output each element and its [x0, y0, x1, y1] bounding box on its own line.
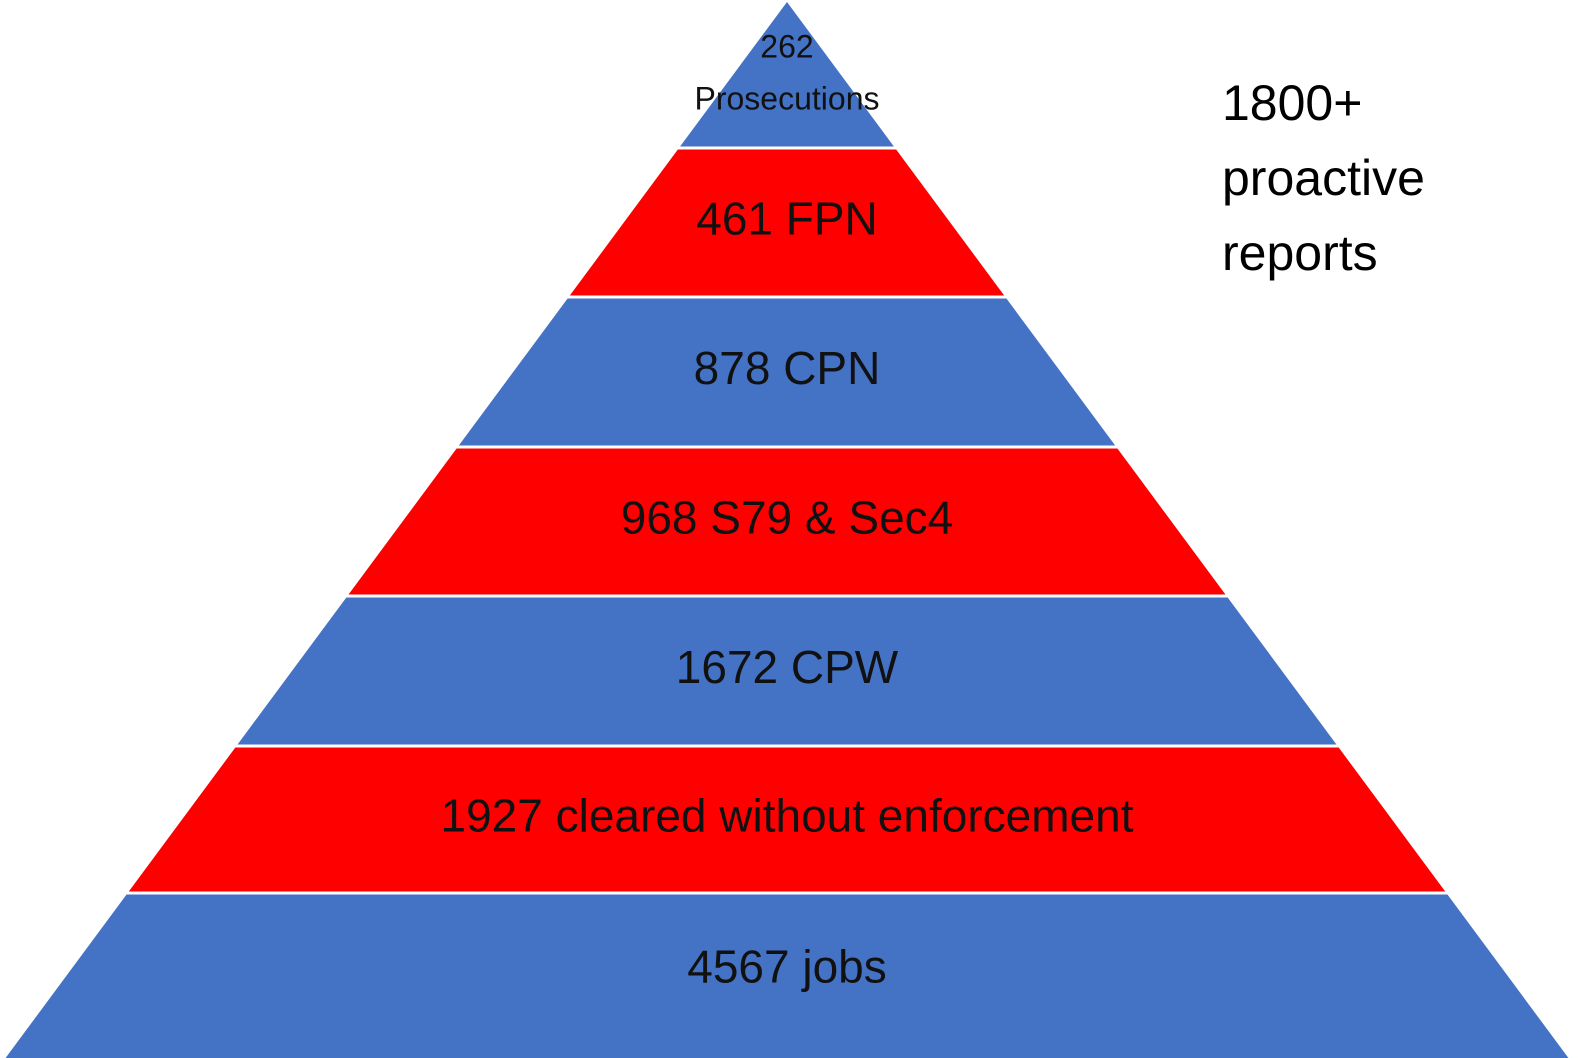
pyramid-level: [569, 149, 1005, 296]
level-label: 262: [760, 28, 813, 64]
note-text: proactive: [1222, 150, 1425, 206]
pyramid-level: [128, 747, 1446, 892]
pyramid-level: [237, 597, 1337, 745]
pyramid-level: [458, 298, 1116, 446]
note-text: 1800+: [1222, 75, 1362, 131]
pyramid-level: [5, 894, 1569, 1058]
level-label: 1927 cleared without enforcement: [441, 790, 1134, 842]
level-label: 4567 jobs: [687, 941, 887, 993]
level-label: 1672 CPW: [676, 641, 899, 693]
pyramid-level: [680, 2, 894, 147]
level-label: 878 CPN: [694, 342, 881, 394]
note-text: reports: [1222, 225, 1378, 281]
level-label: 968 S79 & Sec4: [621, 492, 953, 544]
level-label: Prosecutions: [695, 80, 880, 116]
pyramid-level: [348, 448, 1226, 595]
level-label: 461 FPN: [696, 193, 878, 245]
